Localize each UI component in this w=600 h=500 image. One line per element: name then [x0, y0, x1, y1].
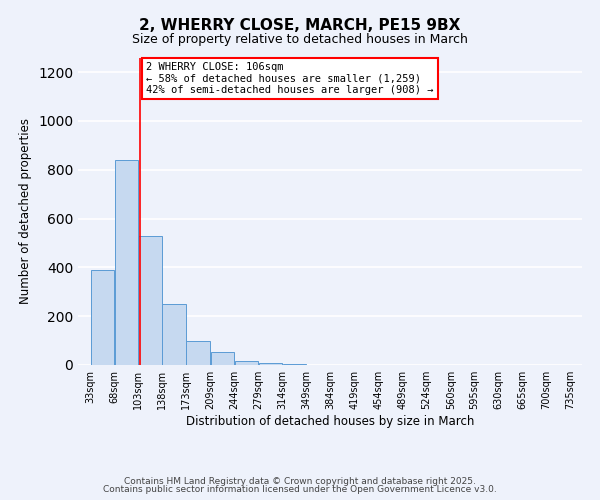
Bar [187, 342, 210, 365]
Bar [91, 270, 114, 365]
Text: Contains public sector information licensed under the Open Government Licence v3: Contains public sector information licen… [103, 486, 497, 494]
Bar [283, 364, 306, 365]
Text: 2 WHERRY CLOSE: 106sqm
← 58% of detached houses are smaller (1,259)
42% of semi-: 2 WHERRY CLOSE: 106sqm ← 58% of detached… [146, 62, 434, 96]
Bar [211, 352, 235, 365]
Bar [163, 304, 186, 365]
Text: Contains HM Land Registry data © Crown copyright and database right 2025.: Contains HM Land Registry data © Crown c… [124, 477, 476, 486]
Bar [139, 236, 162, 365]
Bar [259, 363, 282, 365]
Y-axis label: Number of detached properties: Number of detached properties [19, 118, 32, 304]
Bar [235, 360, 258, 365]
X-axis label: Distribution of detached houses by size in March: Distribution of detached houses by size … [186, 415, 474, 428]
Text: Size of property relative to detached houses in March: Size of property relative to detached ho… [132, 32, 468, 46]
Text: 2, WHERRY CLOSE, MARCH, PE15 9BX: 2, WHERRY CLOSE, MARCH, PE15 9BX [139, 18, 461, 32]
Bar [115, 160, 138, 365]
